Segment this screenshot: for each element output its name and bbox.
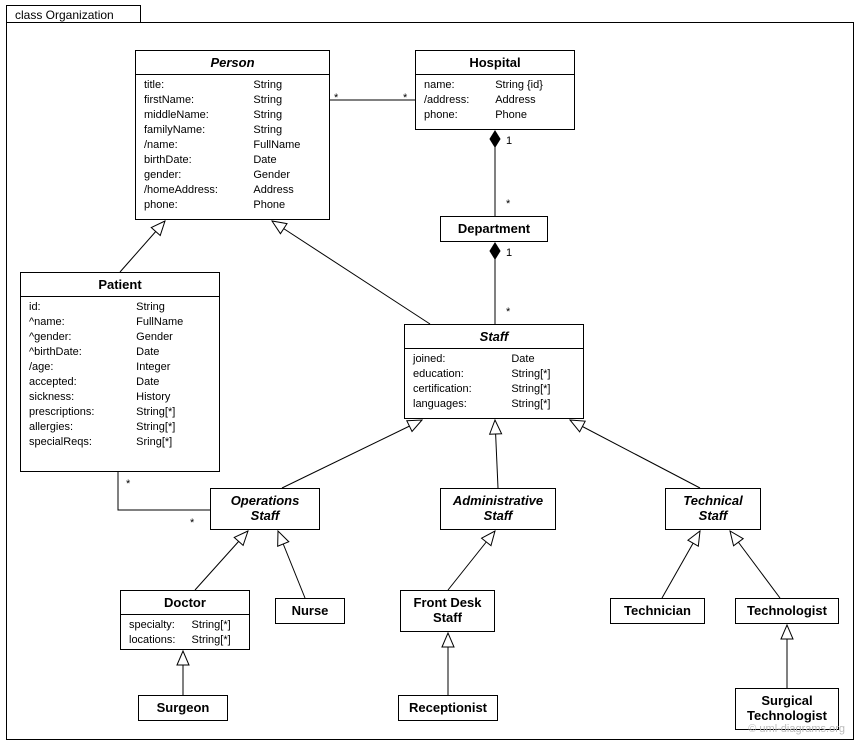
class-doctor-name: Doctor xyxy=(121,591,249,615)
diagram-canvas: class Organization xyxy=(0,0,860,747)
edge-technologist-tech xyxy=(730,531,780,598)
class-surgeon-name: Surgeon xyxy=(139,696,227,719)
class-technician-name: Technician xyxy=(611,599,704,622)
label-ps-star2: * xyxy=(190,517,194,529)
edge-tech-staff xyxy=(570,420,700,488)
class-technician: Technician xyxy=(610,598,705,624)
edge-staff-person xyxy=(272,221,430,324)
class-surg-tech-name: Surgical Technologist xyxy=(736,689,838,727)
class-hospital-attrs: name:String {id} /address:Address phone:… xyxy=(416,75,574,126)
label-assoc-star-left: * xyxy=(334,92,338,104)
edge-nurse-ops xyxy=(278,531,305,598)
edge-technician-tech xyxy=(662,531,700,598)
class-tech-staff: Technical Staff xyxy=(665,488,761,530)
class-ops-staff-name: Operations Staff xyxy=(211,489,319,527)
class-hospital: Hospital name:String {id} /address:Addre… xyxy=(415,50,575,130)
label-comp1-star: * xyxy=(506,198,510,210)
class-ops-staff: Operations Staff xyxy=(210,488,320,530)
edge-doctor-ops xyxy=(195,531,248,590)
label-comp2-star: * xyxy=(506,306,510,318)
class-admin-staff-name: Administrative Staff xyxy=(441,489,555,527)
class-person-name: Person xyxy=(136,51,329,75)
edge-patient-opsstaff xyxy=(118,472,210,510)
class-doctor: Doctor specialty:String[*] locations:Str… xyxy=(120,590,250,650)
class-patient: Patient id:String ^name:FullName ^gender… xyxy=(20,272,220,472)
class-patient-name: Patient xyxy=(21,273,219,297)
label-ps-star1: * xyxy=(126,478,130,490)
label-assoc-star-right: * xyxy=(403,92,407,104)
class-nurse-name: Nurse xyxy=(276,599,344,622)
class-doctor-attrs: specialty:String[*] locations:String[*] xyxy=(121,615,249,651)
class-nurse: Nurse xyxy=(275,598,345,624)
class-staff-name: Staff xyxy=(405,325,583,349)
class-person: Person title:String firstName:String mid… xyxy=(135,50,330,220)
class-technologist: Technologist xyxy=(735,598,839,624)
class-front-desk-name: Front Desk Staff xyxy=(401,591,494,629)
edge-frontdesk-admin xyxy=(448,531,495,590)
class-admin-staff: Administrative Staff xyxy=(440,488,556,530)
class-receptionist-name: Receptionist xyxy=(399,696,497,719)
class-person-attrs: title:String firstName:String middleName… xyxy=(136,75,329,216)
watermark: © uml-diagrams.org xyxy=(748,723,845,735)
edge-patient-person xyxy=(120,221,165,272)
class-department: Department xyxy=(440,216,548,242)
class-technologist-name: Technologist xyxy=(736,599,838,622)
class-surgeon: Surgeon xyxy=(138,695,228,721)
class-front-desk: Front Desk Staff xyxy=(400,590,495,632)
edge-admin-staff xyxy=(495,420,498,488)
class-receptionist: Receptionist xyxy=(398,695,498,721)
label-comp2-1: 1 xyxy=(506,247,512,259)
class-staff-attrs: joined:Date education:String[*] certific… xyxy=(405,349,583,415)
class-staff: Staff joined:Date education:String[*] ce… xyxy=(404,324,584,419)
class-patient-attrs: id:String ^name:FullName ^gender:Gender … xyxy=(21,297,219,453)
label-comp1-1: 1 xyxy=(506,135,512,147)
class-hospital-name: Hospital xyxy=(416,51,574,75)
class-tech-staff-name: Technical Staff xyxy=(666,489,760,527)
edge-ops-staff xyxy=(282,420,422,488)
class-department-name: Department xyxy=(441,217,547,240)
